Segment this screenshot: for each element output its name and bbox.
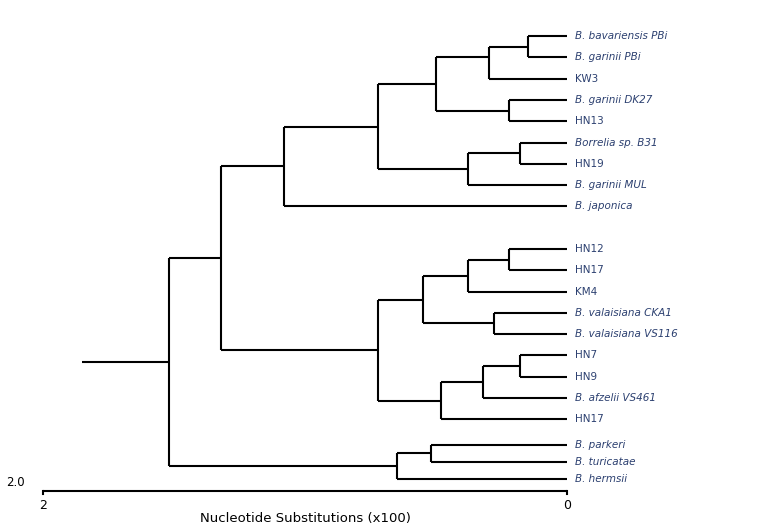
Text: 2: 2 (39, 500, 47, 512)
Text: B. valaisiana VS116: B. valaisiana VS116 (575, 329, 678, 339)
Text: HN9: HN9 (575, 372, 598, 382)
Text: HN7: HN7 (575, 350, 598, 361)
Text: HN17: HN17 (575, 414, 604, 424)
Text: B. afzelii VS461: B. afzelii VS461 (575, 393, 656, 403)
Text: B. garinii PBi: B. garinii PBi (575, 53, 641, 62)
Text: B. hermsii: B. hermsii (575, 474, 627, 484)
Text: B. garinii DK27: B. garinii DK27 (575, 95, 652, 105)
Text: Nucleotide Substitutions (x100): Nucleotide Substitutions (x100) (200, 512, 410, 525)
Text: HN12: HN12 (575, 244, 604, 254)
Text: B. japonica: B. japonica (575, 201, 633, 211)
Text: 2.0: 2.0 (6, 476, 25, 489)
Text: KW3: KW3 (575, 74, 598, 84)
Text: B. valaisiana CKA1: B. valaisiana CKA1 (575, 308, 672, 318)
Text: B. parkeri: B. parkeri (575, 440, 625, 450)
Text: KM4: KM4 (575, 287, 598, 296)
Text: B. turicatae: B. turicatae (575, 457, 636, 467)
Text: B. garinii MUL: B. garinii MUL (575, 180, 647, 190)
Text: HN13: HN13 (575, 116, 604, 126)
Text: 0: 0 (563, 500, 571, 512)
Text: HN19: HN19 (575, 159, 604, 169)
Text: B. bavariensis PBi: B. bavariensis PBi (575, 31, 667, 41)
Text: HN17: HN17 (575, 266, 604, 275)
Text: Borrelia sp. B31: Borrelia sp. B31 (575, 138, 657, 148)
